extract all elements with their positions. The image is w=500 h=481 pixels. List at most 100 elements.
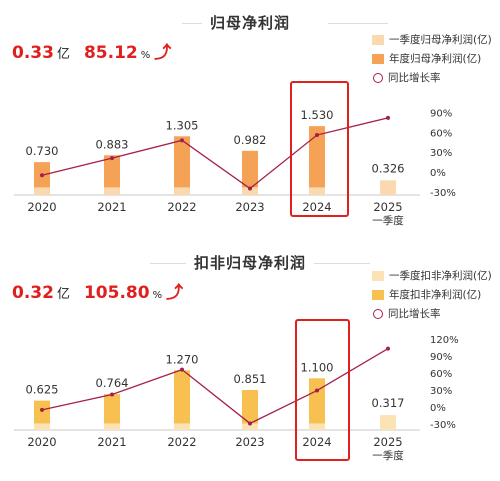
quarter-bar [242,187,258,195]
data-label: 0.326 [372,161,405,175]
highlight-box-2024 [290,81,349,217]
data-label: 0.851 [234,372,267,386]
right-tick-label: 120% [430,335,459,346]
kpi-growth-unit: % [140,50,151,61]
trend-up-icon: ⤴ [166,283,184,303]
legend-swatch [372,289,384,300]
data-label: 1.270 [166,352,199,366]
kpi-summary: 0.33 亿 85.12% ⤴ [12,38,171,63]
legend-item-growth: 同比增长率 [372,304,492,323]
growth-line [41,117,389,190]
quarter-bar [174,423,190,430]
growth-line [41,348,389,425]
right-tick-label: 30% [430,386,452,397]
x-tick-label: 2023 [235,435,264,449]
kpi-summary: 0.32 亿 105.80% ⤴ [12,278,183,303]
x-tick-label: 2020 [27,435,56,449]
chart-svg: 0.625 2020 0.764 2021 1.270 2022 0.851 2023 1.10… [14,319,459,462]
legend-item-growth: 同比增长率 [372,68,492,87]
x-tick-label: 2022 [167,435,196,449]
growth-point [110,392,114,397]
chart-legend: 一季度扣非净利润(亿) 年度扣非净利润(亿) 同比增长率 [372,266,492,323]
right-tick-label: 30% [430,148,452,159]
x-tick-label: 2025 [373,200,402,214]
growth-point [386,346,390,351]
title-rule-left [150,263,200,264]
kpi-growth-unit: % [152,290,163,301]
right-tick-label: 60% [430,128,452,139]
quarter-bar [309,187,325,195]
panel-title: 归母净利润 [0,12,500,33]
x-tick-label: 2024 [302,435,331,449]
annual-bar [34,162,50,195]
growth-point [40,173,44,178]
annual-bar [34,400,50,430]
legend-ring-icon [373,308,383,319]
x-tick-label: 2021 [97,435,126,449]
quarter-bar [309,423,325,430]
legend-item-quarter: 一季度归母净利润(亿) [372,30,492,49]
kpi-growth: 85.12 [83,43,138,63]
annual-bar [242,150,258,195]
quarter-bar [34,187,50,195]
legend-item-quarter: 一季度扣非净利润(亿) [372,266,492,285]
x-tick-label: 2021 [97,200,126,214]
growth-point [248,186,252,191]
data-label: 0.730 [26,144,59,158]
growth-point [315,133,319,138]
legend-swatch [372,34,384,45]
kpi-unit: 亿 [56,47,70,62]
kpi-growth: 105.80 [83,283,150,303]
chart-legend: 一季度归母净利润(亿) 年度归母净利润(亿) 同比增长率 [372,30,492,87]
annual-bar [104,155,120,195]
right-tick-label: -30% [430,420,456,431]
quarter-bar [380,180,396,195]
data-label: 1.530 [301,108,334,122]
chart-svg: 0.730 2020 0.883 2021 1.305 2022 0.982 2023 1.53… [14,81,456,227]
kpi-value: 0.32 [12,283,54,303]
right-tick-label: 90% [430,352,452,363]
growth-point [248,421,252,426]
legend-item-annual: 年度扣非净利润(亿) [372,285,492,304]
annual-bar [174,136,190,195]
x-tick-label: 2023 [235,200,264,214]
data-label: 0.982 [234,133,267,147]
x-tick-label: 2020 [27,200,56,214]
quarter-bar [104,423,120,430]
growth-point [180,138,184,143]
annual-bar [104,394,120,430]
highlight-box-2024 [295,319,350,461]
data-label: 0.764 [96,376,129,390]
annual-bar [174,370,190,430]
legend-swatch [372,53,384,64]
legend-ring-icon [373,72,383,83]
x-tick-sublabel: 一季度 [372,449,404,462]
growth-point [315,388,319,393]
growth-point [110,156,114,161]
legend-swatch [372,270,384,281]
data-label: 0.317 [372,396,405,410]
x-tick-label: 2022 [167,200,196,214]
data-label: 0.625 [26,383,59,397]
right-tick-label: 0% [430,168,446,179]
annual-bar [309,126,325,195]
quarter-bar [242,423,258,430]
quarter-bar [104,187,120,195]
data-label: 1.305 [166,118,199,132]
kpi-unit: 亿 [56,287,70,302]
right-tick-label: 60% [430,369,452,380]
growth-point [40,407,44,412]
quarter-bar [34,423,50,430]
growth-point [386,115,390,120]
data-label: 0.883 [96,137,129,151]
recurring-profit-panel: 扣非归母净利润 0.32 亿 105.80% ⤴ 一季度扣非净利润(亿) 年度扣非净利… [0,240,500,480]
right-tick-label: 90% [430,109,452,120]
data-label: 1.100 [301,360,334,374]
x-tick-sublabel: 一季度 [372,214,404,227]
right-tick-label: 0% [430,403,446,414]
quarter-bar [380,415,396,430]
title-rule-right [328,23,388,24]
x-tick-label: 2025 [373,435,402,449]
legend-item-annual: 年度归母净利润(亿) [372,49,492,68]
growth-point [180,367,184,372]
